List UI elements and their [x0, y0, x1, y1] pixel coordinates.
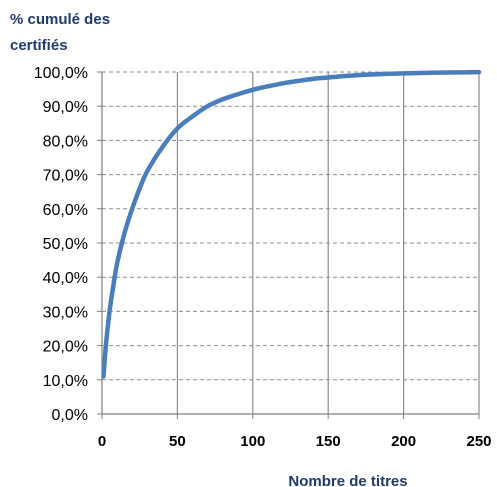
- y-axis-label-line-2: certifiés: [10, 37, 68, 54]
- y-tick-label: 0,0%: [52, 407, 88, 424]
- x-tick-labels: 0 50 100 150 200 250: [98, 433, 492, 450]
- y-tick-label: 60,0%: [43, 202, 88, 219]
- x-axis-label: Nombre de titres: [288, 473, 407, 487]
- x-tick-label: 100: [240, 433, 265, 450]
- y-axis-label-line-1: % cumulé des: [10, 11, 110, 28]
- x-tick-label: 0: [98, 433, 106, 450]
- y-tick-label: 40,0%: [43, 270, 88, 287]
- y-tick-label: 80,0%: [43, 133, 88, 150]
- y-tick-label: 20,0%: [43, 339, 88, 356]
- y-tick-label: 100,0%: [34, 65, 88, 82]
- x-tick-label: 250: [466, 433, 491, 450]
- y-tick-label: 90,0%: [43, 99, 88, 116]
- y-tick-label: 50,0%: [43, 236, 88, 253]
- y-tick-labels: 0,0% 10,0% 20,0% 30,0% 40,0% 50,0% 60,0% 70,0% 8…: [34, 65, 88, 424]
- x-tick-label: 200: [391, 433, 416, 450]
- series: [101, 69, 482, 379]
- y-tick-label: 70,0%: [43, 168, 88, 185]
- grid: [102, 71, 480, 414]
- series-line: [101, 69, 482, 379]
- y-tick-label: 10,0%: [43, 373, 88, 390]
- y-tick-label: 30,0%: [43, 304, 88, 321]
- x-tick-label: 150: [316, 433, 341, 450]
- axes: [97, 71, 480, 419]
- x-tick-label: 50: [169, 433, 186, 450]
